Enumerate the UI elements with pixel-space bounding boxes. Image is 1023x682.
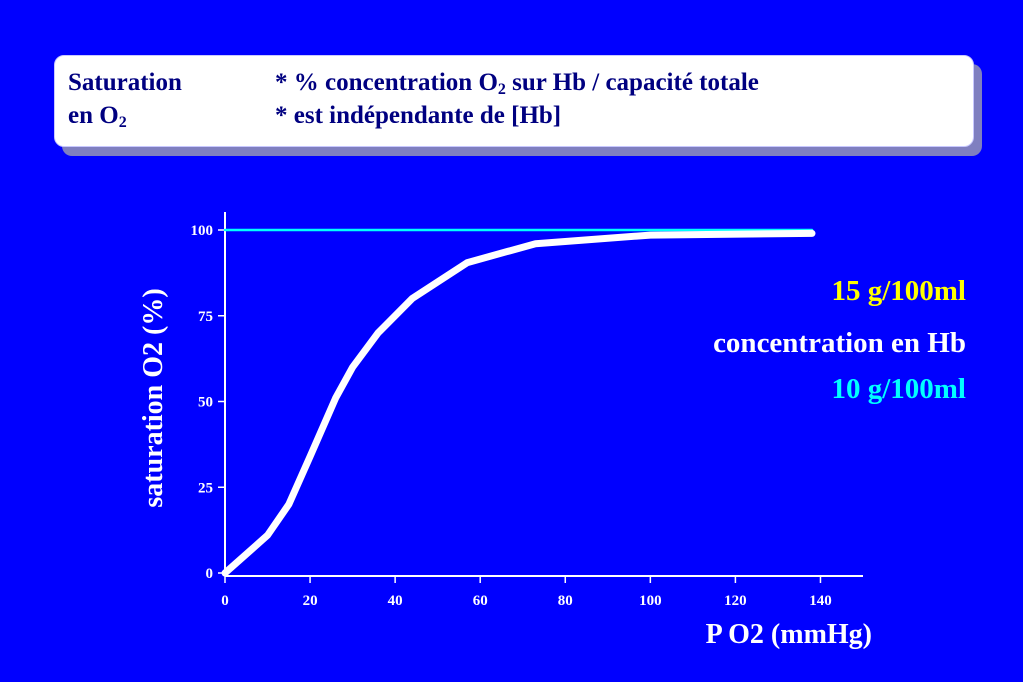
- x-tick-label: 0: [221, 593, 229, 609]
- y-tick-label: 25: [198, 480, 213, 496]
- x-tick-label: 60: [473, 593, 488, 609]
- x-tick-label: 20: [303, 593, 318, 609]
- y-tick-label: 0: [206, 566, 214, 582]
- chart-axes: 0 25 50 75 100 0 20 40 60 80 100 120 140: [191, 212, 863, 609]
- y-tick-label: 100: [191, 223, 214, 239]
- series-line-15-g-100ml: [221, 229, 816, 577]
- definition-banner: Saturation en O2 * % concentration O2 su…: [54, 55, 974, 147]
- banner-def1-post: sur Hb / capacité totale: [505, 69, 759, 96]
- y-axis-label: saturation O2 (%): [138, 288, 169, 507]
- y-tick-label: 75: [198, 309, 213, 325]
- x-tick-label: 80: [558, 593, 573, 609]
- chart-axis-labels: P O2 (mmHg) saturation O2 (%): [138, 288, 872, 650]
- legend-title: concentration en Hb: [713, 327, 966, 359]
- banner-definition-line2: * est indépendante de [Hb]: [275, 102, 562, 129]
- y-tick-label: 50: [198, 395, 213, 411]
- legend-hb-15: 15 g/100ml: [831, 275, 966, 307]
- x-tick-label: 120: [724, 593, 747, 609]
- banner-definition-line1: * % concentration O2 sur Hb / capacité t…: [275, 69, 759, 99]
- legend-hb-10: 10 g/100ml: [831, 373, 966, 405]
- x-axis-label: P O2 (mmHg): [706, 619, 872, 650]
- banner-label-line2-main: en O: [68, 102, 119, 129]
- banner-def1-sub: 2: [497, 81, 506, 98]
- chart-series: [221, 228, 816, 577]
- banner-label-line2-sub: 2: [118, 114, 127, 131]
- banner-label-line2: en O2: [68, 102, 127, 132]
- x-tick-label: 100: [639, 593, 662, 609]
- banner-def1-pre: * % concentration O: [275, 69, 498, 96]
- x-tick-label: 140: [809, 593, 832, 609]
- banner-label-line1: Saturation: [68, 69, 182, 96]
- x-tick-label: 40: [388, 593, 403, 609]
